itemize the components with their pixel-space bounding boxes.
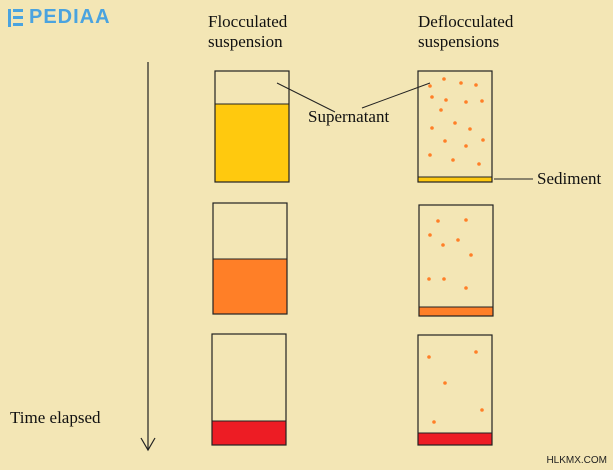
supernatant-label: Supernatant bbox=[308, 107, 390, 126]
deflocculated-tube-3 bbox=[417, 334, 493, 446]
watermark: HLKMX.COM bbox=[546, 455, 607, 466]
pediaa-logo: PEDIAA bbox=[8, 6, 111, 29]
supernatant-leader-left bbox=[276, 82, 336, 113]
deflocculated-tube-2 bbox=[418, 204, 494, 317]
flocculated-tube-1 bbox=[214, 70, 290, 183]
sediment-label: Sediment bbox=[537, 169, 602, 188]
deflocculated-tube-1 bbox=[417, 70, 493, 183]
particle-dots-1 bbox=[428, 77, 485, 166]
pediaa-logo-icon bbox=[8, 8, 23, 27]
logo-text: PEDIAA bbox=[29, 6, 111, 28]
time-elapsed-label: Time elapsed bbox=[10, 408, 101, 427]
flocculated-header: Flocculated suspension bbox=[208, 12, 288, 51]
particle-dots-3 bbox=[427, 350, 484, 424]
supernatant-leader-right bbox=[361, 82, 431, 109]
flocculated-tube-3 bbox=[211, 333, 287, 446]
particle-dots-2 bbox=[427, 218, 473, 290]
time-arrow bbox=[140, 62, 156, 452]
flocculated-tube-2 bbox=[212, 202, 288, 315]
deflocculated-header: Deflocculated suspensions bbox=[418, 12, 514, 51]
